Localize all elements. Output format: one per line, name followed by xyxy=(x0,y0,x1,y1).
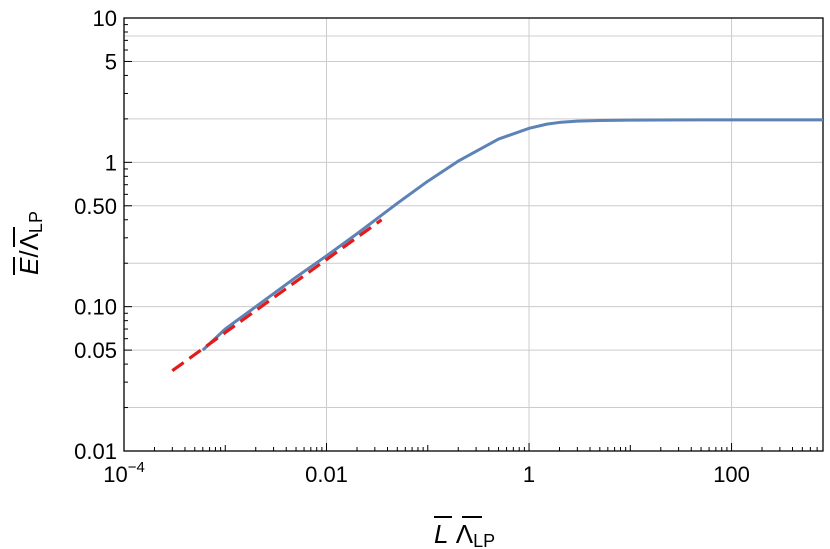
x-tick-label: 1 xyxy=(523,462,535,487)
y-tick-label: 0.05 xyxy=(74,338,117,363)
data-series xyxy=(171,118,823,373)
plot-frame xyxy=(123,17,824,452)
y-tick-labels: 0.01 0.05 0.10 0.50 1 5 10 xyxy=(74,6,117,464)
x-tick-labels: 10−4 0.01 1 100 xyxy=(103,459,750,487)
y-axis-label: E/ΛLP xyxy=(13,211,46,275)
y-tick-label: 0.01 xyxy=(74,439,117,464)
axis-ticks xyxy=(123,17,824,452)
x-axis-label: L ΛLP xyxy=(434,516,495,549)
x-tick-label: 10−4 xyxy=(103,459,145,487)
x-tick-label: 100 xyxy=(713,462,750,487)
y-tick-label: 0.50 xyxy=(74,194,117,219)
y-tick-label: 10 xyxy=(93,6,117,31)
y-tick-label: 1 xyxy=(105,150,117,175)
y-tick-label: 5 xyxy=(105,49,117,74)
x-label-text: L ΛLP xyxy=(434,519,495,549)
y-tick-label: 0.10 xyxy=(74,295,117,320)
grid xyxy=(124,18,823,451)
asymptote-dashed-line xyxy=(171,218,383,373)
x-tick-label: 0.01 xyxy=(305,462,348,487)
y-label-text: E/ΛLP xyxy=(14,211,46,275)
series-line xyxy=(201,118,823,352)
